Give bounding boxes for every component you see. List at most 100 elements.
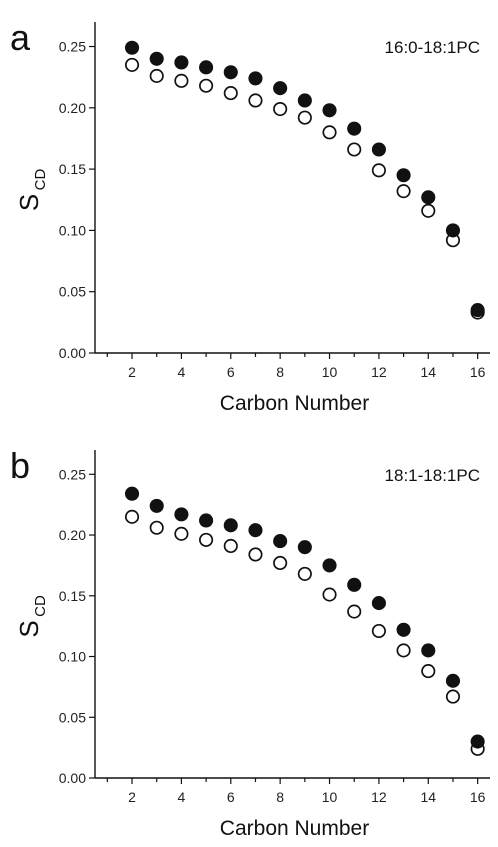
x-tick-label: 8 — [276, 364, 284, 380]
x-axis-title: Carbon Number — [220, 392, 369, 415]
y-axis-title-main: S — [14, 620, 44, 637]
data-point-open-c3 — [149, 520, 164, 535]
x-tick-label: 2 — [128, 789, 136, 805]
data-point-open-c7 — [248, 93, 263, 108]
y-tick-label: 0.05 — [59, 284, 86, 300]
data-point-open-c8 — [273, 555, 288, 571]
data-point-filled-c5 — [199, 60, 214, 75]
y-tick-label: 0.15 — [59, 161, 86, 177]
panel-title: 18:1-18:1PC — [385, 466, 480, 485]
data-point-filled-c6 — [223, 518, 238, 533]
x-tick-label: 16 — [470, 364, 486, 380]
data-point-open-c7 — [248, 547, 263, 562]
x-tick-label: 14 — [420, 364, 436, 380]
data-point-open-c3 — [149, 68, 164, 83]
data-point-open-c11 — [347, 604, 362, 619]
data-point-filled-c14 — [421, 643, 436, 658]
data-point-open-c10 — [322, 125, 337, 140]
chart-panel-a: 0.00 0.05 0.10 0.15 0.20 0.25 2 4 6 8 10 12 14 16 Carb… — [10, 17, 490, 415]
data-point-open-c6 — [223, 538, 238, 554]
data-point-filled-c8 — [273, 534, 288, 549]
data-point-open-c6 — [223, 86, 238, 101]
data-point-filled-c4 — [174, 55, 189, 70]
y-tick-label: 0.15 — [59, 588, 86, 604]
x-tick-label: 16 — [470, 789, 486, 805]
data-point-filled-c13 — [396, 168, 411, 183]
data-point-filled-c12 — [371, 142, 386, 157]
data-point-open-c5 — [199, 78, 214, 93]
data-point-open-c10 — [322, 587, 337, 602]
data-point-filled-c14 — [421, 190, 436, 205]
x-tick-label: 10 — [322, 364, 338, 380]
y-tick-label: 0.05 — [59, 709, 86, 725]
x-tick-label: 12 — [371, 789, 387, 805]
data-point-open-c2 — [124, 509, 140, 524]
data-point-open-c13 — [396, 643, 411, 658]
data-point-filled-c13 — [396, 622, 411, 637]
data-point-filled-c2 — [124, 40, 140, 55]
y-axis-title: S CD — [14, 169, 49, 212]
y-tick-label: 0.20 — [59, 100, 86, 116]
panel-title: 16:0-18:1PC — [385, 38, 480, 57]
data-point-filled-c3 — [149, 51, 164, 66]
data-point-open-c11 — [347, 142, 362, 157]
data-point-open-c12 — [371, 623, 386, 639]
x-tick-label: 10 — [322, 789, 338, 805]
data-point-open-c13 — [396, 184, 411, 199]
data-point-open-c9 — [297, 110, 312, 125]
data-point-filled-c16 — [470, 734, 485, 749]
data-point-filled-c11 — [347, 577, 362, 592]
x-tick-label: 12 — [371, 364, 387, 380]
data-point-filled-c8 — [273, 81, 288, 96]
x-tick-label: 6 — [227, 789, 235, 805]
y-tick-label: 0.20 — [59, 527, 86, 543]
data-point-filled-c15 — [445, 673, 461, 688]
x-tick-label: 8 — [276, 789, 284, 805]
x-tick-label: 6 — [227, 364, 235, 380]
y-tick-label: 0.10 — [59, 222, 86, 238]
data-point-filled-c11 — [347, 121, 362, 136]
y-tick-label: 0.10 — [59, 649, 86, 665]
data-point-open-c12 — [371, 163, 386, 178]
data-point-filled-c6 — [223, 65, 238, 80]
data-point-filled-c4 — [174, 507, 189, 522]
data-point-filled-c12 — [371, 596, 386, 611]
data-point-filled-c3 — [149, 498, 164, 513]
data-point-open-c9 — [297, 566, 312, 581]
chart-panel-b: 0.00 0.05 0.10 0.15 0.20 0.25 2 4 6 8 10 12 14 16 Carb… — [10, 445, 490, 840]
data-point-filled-c15 — [445, 223, 461, 238]
data-point-open-c15 — [445, 689, 461, 704]
x-tick-label: 4 — [178, 364, 186, 380]
panel-letter: a — [10, 17, 31, 58]
data-point-open-c14 — [421, 203, 436, 218]
y-tick-label: 0.25 — [59, 466, 86, 482]
data-point-filled-c2 — [124, 486, 140, 501]
y-axis-title-subscript: CD — [32, 595, 49, 617]
data-point-filled-c10 — [322, 103, 337, 118]
x-tick-label: 2 — [128, 364, 136, 380]
y-tick-label: 0.00 — [59, 345, 86, 361]
y-tick-label: 0.00 — [59, 770, 86, 786]
data-point-filled-c16 — [470, 303, 485, 318]
data-point-filled-c10 — [322, 558, 337, 573]
panel-letter: b — [10, 445, 30, 486]
x-axis-title: Carbon Number — [220, 817, 369, 840]
y-tick-label: 0.25 — [59, 39, 86, 55]
data-point-open-c4 — [174, 73, 189, 88]
data-point-open-c2 — [124, 57, 140, 72]
x-tick-label: 14 — [420, 789, 436, 805]
y-axis-title-main: S — [14, 194, 44, 211]
data-point-filled-c9 — [297, 93, 312, 108]
data-point-open-c8 — [273, 101, 288, 117]
y-axis-title: S CD — [14, 595, 49, 638]
data-point-filled-c7 — [248, 523, 263, 538]
data-point-filled-c5 — [199, 513, 214, 528]
data-point-open-c14 — [421, 664, 436, 679]
data-point-filled-c7 — [248, 71, 263, 86]
y-axis-title-subscript: CD — [32, 169, 49, 191]
x-tick-label: 4 — [178, 789, 186, 805]
data-point-filled-c9 — [297, 540, 312, 555]
data-point-open-c5 — [199, 532, 214, 547]
data-point-open-c4 — [174, 526, 189, 541]
